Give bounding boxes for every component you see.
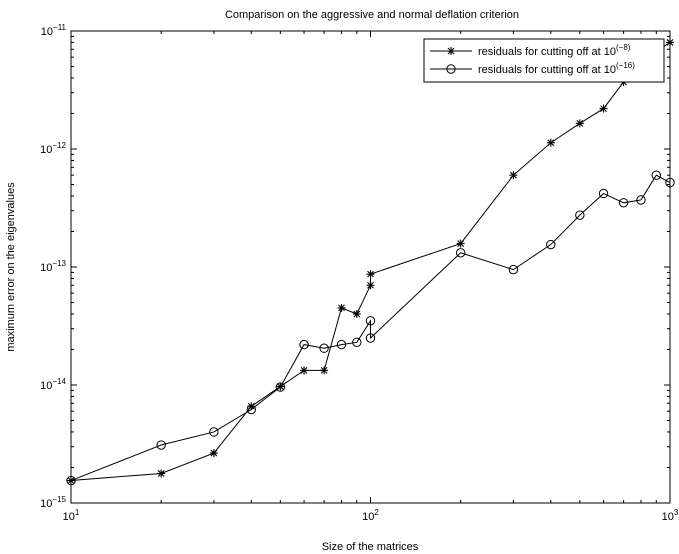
y-axis-label: maximum error on the eigenvalues xyxy=(5,182,17,352)
star-marker xyxy=(337,303,346,312)
star-marker xyxy=(209,449,218,458)
circle-marker xyxy=(598,188,609,199)
star-marker xyxy=(509,171,518,180)
x-tick-label: 102 xyxy=(362,508,379,523)
series-2 xyxy=(66,170,675,486)
circle-marker xyxy=(455,248,466,258)
star-marker xyxy=(67,476,75,485)
y-tick-label: 10−13 xyxy=(40,259,66,274)
star-marker xyxy=(575,119,584,128)
star-marker xyxy=(666,38,674,47)
circle-marker xyxy=(246,404,257,415)
circle-marker xyxy=(336,339,347,350)
star-marker xyxy=(366,281,375,290)
star-marker xyxy=(366,270,375,279)
star-marker xyxy=(352,309,361,318)
legend-item: residuals for cutting off at 10(−8) xyxy=(430,43,631,58)
circle-marker xyxy=(508,264,519,275)
circle-marker xyxy=(365,333,376,343)
star-marker xyxy=(320,366,329,375)
star-marker xyxy=(157,469,166,478)
y-tick-label: 10−11 xyxy=(41,23,67,38)
x-tick-label: 101 xyxy=(63,508,80,523)
y-tick-label: 10−12 xyxy=(40,141,66,156)
circle-marker xyxy=(651,170,661,180)
legend-label: residuals for cutting off at 10(−8) xyxy=(478,43,631,58)
y-tick-label: 10−14 xyxy=(40,377,66,392)
star-marker xyxy=(456,239,465,248)
circle-marker xyxy=(446,64,456,74)
plot-area xyxy=(70,30,671,504)
legend: residuals for cutting off at 10(−8) resid… xyxy=(423,38,665,83)
circle-marker xyxy=(575,210,585,220)
circle-marker xyxy=(636,195,646,205)
circle-marker xyxy=(66,475,76,486)
star-marker xyxy=(300,366,309,375)
x-tick-label: 103 xyxy=(662,508,679,523)
tick-marks xyxy=(70,30,670,504)
circle-marker xyxy=(546,239,556,250)
circle-marker xyxy=(665,177,675,188)
circle-marker xyxy=(319,343,329,353)
circle-marker xyxy=(352,337,362,348)
circle-marker xyxy=(275,382,286,392)
legend-item: residuals for cutting off at 10(−16) xyxy=(430,61,635,76)
circle-marker xyxy=(618,198,629,208)
star-marker xyxy=(546,138,555,147)
legend-box xyxy=(423,38,665,83)
tick-labels: 101 102 103 10−15 10−14 10−13 10−12 10−11 xyxy=(40,23,679,523)
circle-marker xyxy=(365,316,376,326)
x-axis-label: Size of the matrices xyxy=(322,541,419,553)
series-line xyxy=(70,42,671,482)
chart-title: Comparison on the aggressive and normal … xyxy=(225,9,519,21)
series-line xyxy=(70,174,671,482)
legend-label: residuals for cutting off at 10(−16) xyxy=(478,61,635,76)
circle-marker xyxy=(299,339,309,350)
star-marker xyxy=(447,47,455,55)
y-tick-label: 10−15 xyxy=(40,495,66,510)
circle-marker xyxy=(209,427,219,437)
star-marker xyxy=(599,104,608,113)
circle-marker xyxy=(156,440,166,450)
